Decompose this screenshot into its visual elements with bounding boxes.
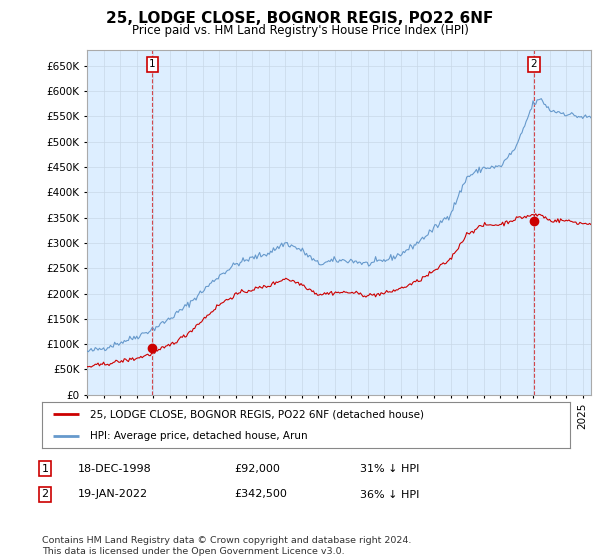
Text: 19-JAN-2022: 19-JAN-2022 (78, 489, 148, 500)
Text: 1: 1 (149, 59, 156, 69)
Text: 1: 1 (41, 464, 49, 474)
Text: 25, LODGE CLOSE, BOGNOR REGIS, PO22 6NF: 25, LODGE CLOSE, BOGNOR REGIS, PO22 6NF (106, 11, 494, 26)
Text: HPI: Average price, detached house, Arun: HPI: Average price, detached house, Arun (89, 431, 307, 441)
Text: 36% ↓ HPI: 36% ↓ HPI (360, 489, 419, 500)
Text: 25, LODGE CLOSE, BOGNOR REGIS, PO22 6NF (detached house): 25, LODGE CLOSE, BOGNOR REGIS, PO22 6NF … (89, 409, 424, 419)
Text: 2: 2 (41, 489, 49, 500)
Text: £92,000: £92,000 (234, 464, 280, 474)
Text: 31% ↓ HPI: 31% ↓ HPI (360, 464, 419, 474)
Text: Contains HM Land Registry data © Crown copyright and database right 2024.
This d: Contains HM Land Registry data © Crown c… (42, 536, 412, 556)
Text: Price paid vs. HM Land Registry's House Price Index (HPI): Price paid vs. HM Land Registry's House … (131, 24, 469, 36)
Text: 18-DEC-1998: 18-DEC-1998 (78, 464, 152, 474)
Text: 2: 2 (530, 59, 538, 69)
Text: £342,500: £342,500 (234, 489, 287, 500)
